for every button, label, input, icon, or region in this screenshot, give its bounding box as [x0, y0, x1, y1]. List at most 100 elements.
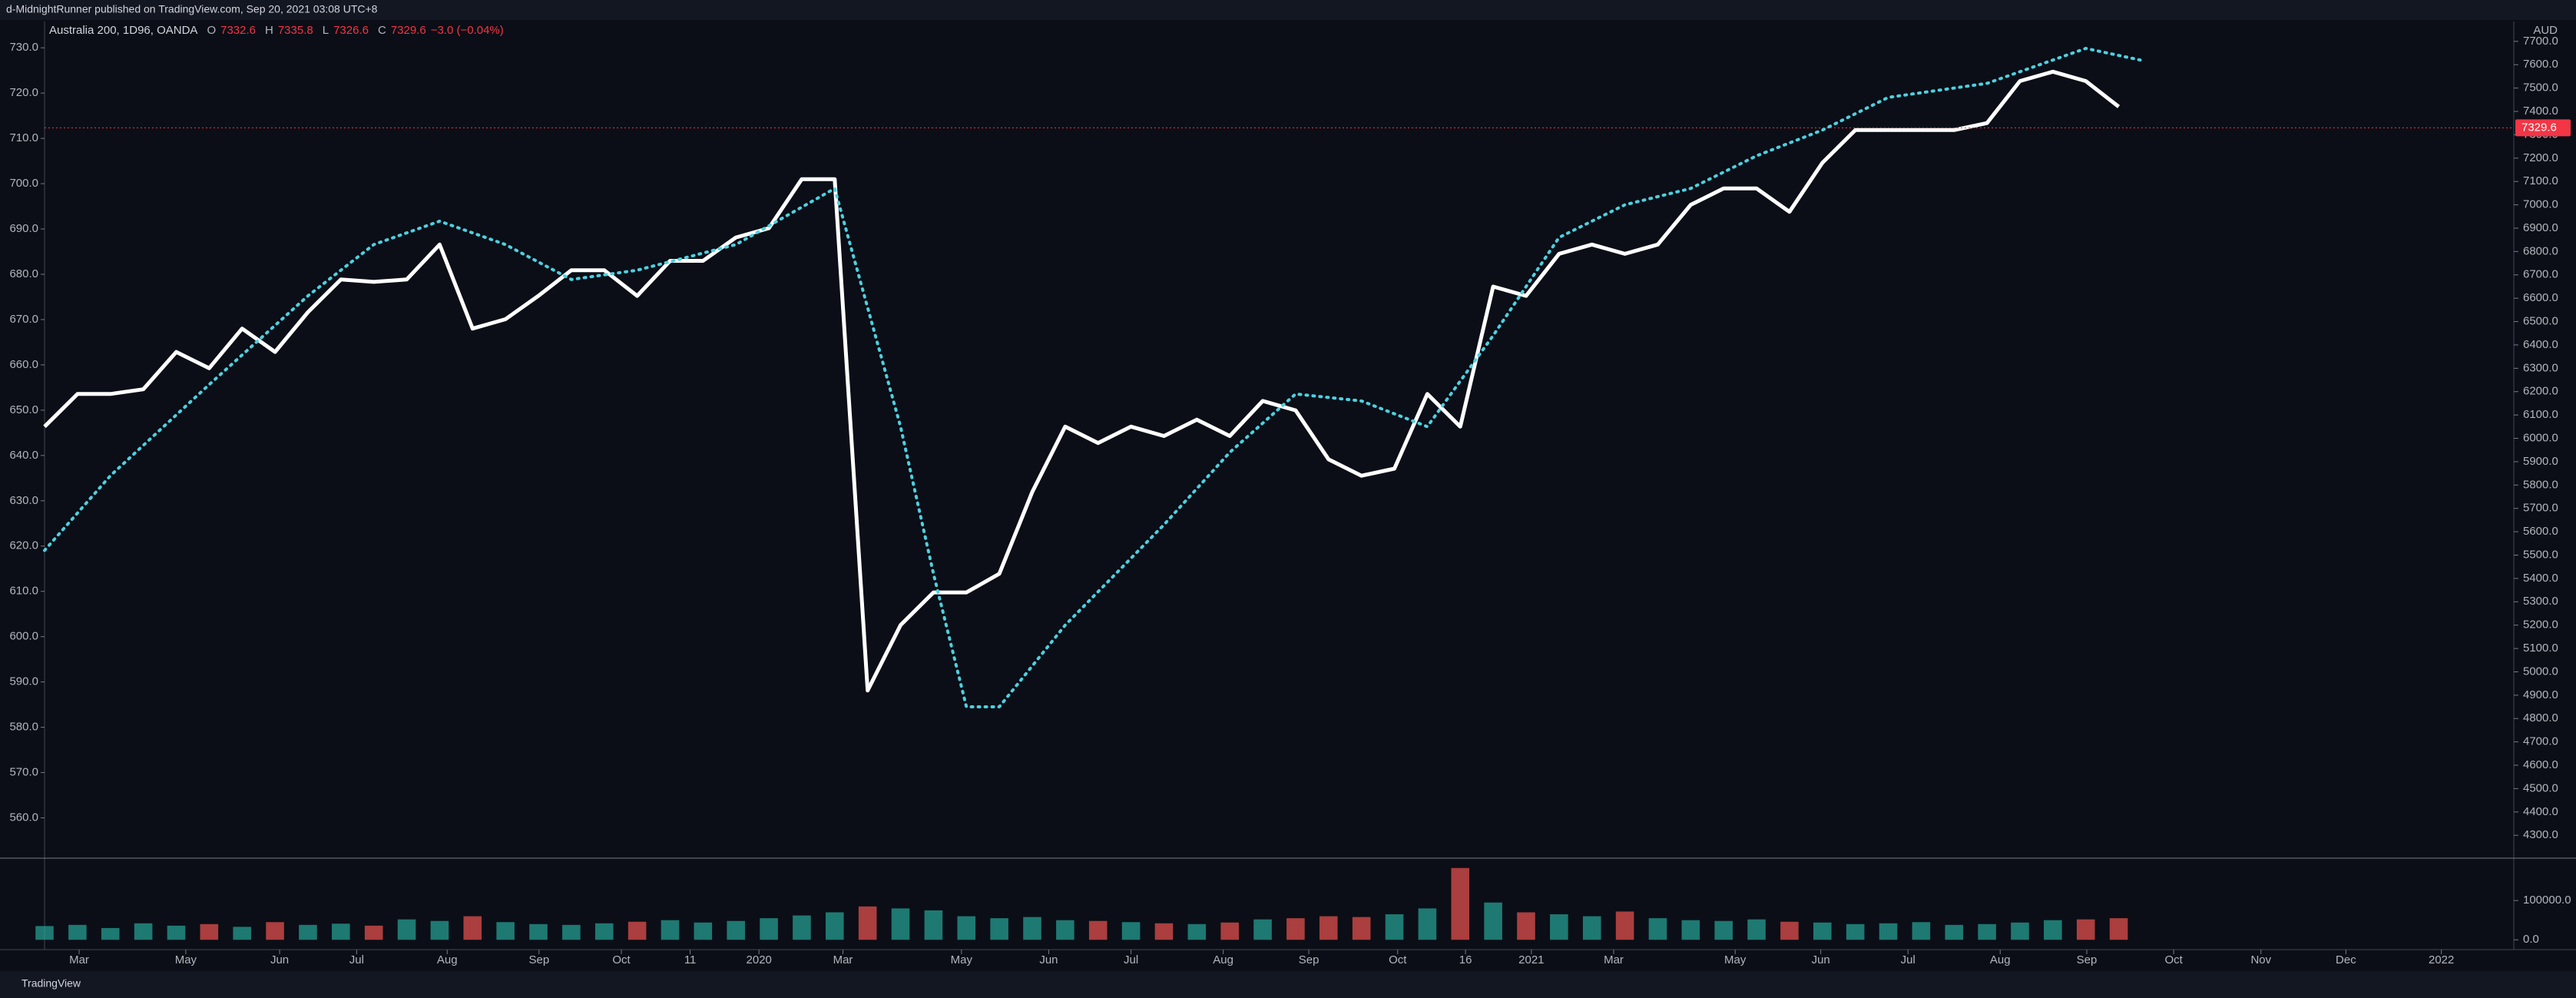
volume-bar	[200, 923, 219, 940]
volume-bar	[266, 922, 284, 940]
x-tick-label: Jul	[349, 953, 364, 967]
last-price-box	[2515, 119, 2571, 137]
y2-tick-label: 620.0	[9, 539, 38, 552]
y2-tick-label: 730.0	[9, 41, 38, 54]
x-tick-label: Sep	[1299, 953, 1319, 967]
volume-bar	[1023, 917, 1041, 940]
y-tick-label: 5600.0	[2523, 525, 2558, 538]
y-tick-label: 7100.0	[2523, 174, 2558, 187]
volume-bar	[1418, 908, 1437, 940]
volume-bar	[463, 916, 482, 940]
volume-bar	[1451, 867, 1470, 940]
volume-bar	[1945, 924, 1964, 940]
volume-bar	[1154, 923, 1174, 940]
y2-tick-label: 660.0	[9, 358, 38, 371]
volume-bar	[332, 923, 350, 940]
y-tick-label: 6000.0	[2523, 431, 2558, 444]
x-tick-label: Oct	[2165, 953, 2184, 967]
volume-bar	[627, 921, 647, 940]
y-tick-label: 4900.0	[2523, 688, 2558, 701]
volume-bar	[68, 924, 87, 940]
y-tick-label: 5300.0	[2523, 595, 2558, 608]
y-tick-label: 6300.0	[2523, 361, 2558, 374]
y2-tick-label: 570.0	[9, 766, 38, 779]
volume-bar	[1780, 921, 1799, 940]
y2-tick-label: 640.0	[9, 449, 38, 462]
volume-bar	[1879, 923, 1898, 940]
y-tick-label: 6100.0	[2523, 408, 2558, 421]
footer-bar	[0, 971, 2576, 998]
y-tick-label: 5700.0	[2523, 502, 2558, 515]
volume-bar	[1714, 920, 1733, 940]
volume-bar	[1088, 920, 1108, 940]
volume-bar	[529, 923, 548, 940]
y2-tick-label: 590.0	[9, 675, 38, 688]
y2-tick-label: 600.0	[9, 630, 38, 643]
volume-bar	[1517, 912, 1535, 940]
y-tick-label: 5800.0	[2523, 478, 2558, 491]
x-tick-label: Jul	[1901, 953, 1915, 967]
volume-bar	[924, 910, 943, 940]
ohlc-key: C	[377, 24, 386, 37]
y-tick-label: 4800.0	[2523, 711, 2558, 724]
volume-bar	[760, 918, 778, 940]
volume-bar	[661, 920, 680, 940]
last-price-label: 7329.6	[2521, 121, 2557, 134]
x-tick-label: 16	[1459, 953, 1472, 967]
price-line	[43, 69, 2121, 693]
volume-bar	[1550, 914, 1568, 940]
y2-tick-label: 610.0	[9, 585, 38, 598]
x-tick-label: Aug	[1213, 953, 1233, 967]
volume-tick-label: 100000.0	[2523, 894, 2571, 907]
volume-bar	[1319, 916, 1338, 940]
volume-bar	[430, 920, 449, 940]
volume-bar	[694, 922, 713, 940]
y-tick-label: 5500.0	[2523, 548, 2558, 561]
ohlc-value: 7332.6	[220, 24, 256, 37]
volume-bar	[167, 925, 186, 940]
volume-bar	[826, 912, 844, 940]
volume-tick-label: 0.0	[2523, 933, 2539, 946]
y2-tick-label: 710.0	[9, 131, 38, 144]
volume-bar	[397, 919, 416, 940]
ohlc-value: 7326.6	[333, 24, 369, 37]
y-tick-label: 4700.0	[2523, 735, 2558, 748]
volume-bar	[1846, 923, 1865, 940]
y2-tick-label: 700.0	[9, 177, 38, 190]
y-tick-label: 6200.0	[2523, 385, 2558, 398]
y-tick-label: 7400.0	[2523, 104, 2558, 118]
volume-bar	[233, 927, 251, 940]
y2-tick-label: 650.0	[9, 403, 38, 416]
x-tick-label: Jul	[1124, 953, 1138, 967]
volume-bar	[1385, 914, 1404, 940]
volume-bar	[299, 924, 317, 940]
y-tick-label: 7700.0	[2523, 35, 2558, 48]
volume-bar	[496, 922, 515, 940]
header-bar	[0, 0, 2576, 20]
change: −3.0 (−0.04%)	[430, 24, 504, 37]
volume-bar	[2076, 919, 2095, 940]
x-tick-label: Nov	[2250, 953, 2271, 967]
volume-bar	[1121, 922, 1141, 940]
y-tick-label: 5400.0	[2523, 572, 2558, 585]
volume-bar	[1056, 920, 1074, 940]
volume-bar	[1582, 916, 1601, 940]
volume-bar	[1187, 923, 1207, 940]
x-tick-label: Mar	[1604, 953, 1624, 967]
y-tick-label: 5000.0	[2523, 665, 2558, 678]
symbol: Australia 200, 1D96, OANDA	[49, 24, 198, 37]
y-tick-label: 7000.0	[2523, 198, 2558, 211]
x-tick-label: Sep	[529, 953, 550, 967]
ohlc-key: O	[207, 24, 217, 37]
x-tick-label: Oct	[1389, 953, 1407, 967]
volume-bar	[1220, 922, 1239, 940]
y2-tick-label: 690.0	[9, 222, 38, 235]
x-tick-label: 2020	[747, 953, 772, 967]
volume-bar	[2011, 922, 2029, 940]
x-tick-label: May	[1724, 953, 1747, 967]
volume-bar	[1615, 911, 1634, 940]
volume-bar	[1648, 918, 1667, 940]
ma-line	[43, 47, 2142, 708]
x-tick-label: Jun	[270, 953, 289, 967]
